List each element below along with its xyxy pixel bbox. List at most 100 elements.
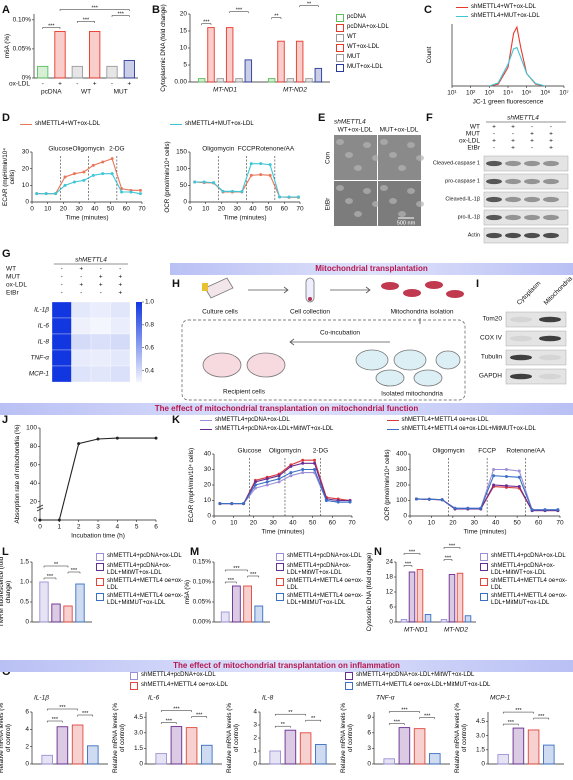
heatmap-cell <box>51 301 72 319</box>
tube <box>305 277 315 303</box>
y-tick-label: 12 <box>386 589 394 596</box>
annotation: 2-DG <box>313 448 329 455</box>
bar <box>424 614 432 623</box>
significance-bracket <box>274 725 291 728</box>
y-tick-label: 40 <box>204 451 212 458</box>
point <box>313 468 317 471</box>
significance-label: *** <box>538 714 545 720</box>
bar <box>75 583 85 623</box>
x-tick-label: 40 <box>492 520 500 527</box>
bar <box>267 78 276 83</box>
blot <box>505 349 567 366</box>
legend-entry: shMETTL4+METTL4 oe+ox-LDL+MitMUT+ox-LDL <box>345 682 560 690</box>
band <box>539 373 561 380</box>
significance-label: *** <box>424 714 431 720</box>
x-tick-label: 0 <box>38 524 42 531</box>
condition-sign: + <box>492 138 496 145</box>
legend-label: shMETTL4+METTL4 oe+ox-LDL+MitMUT+ox-LDL <box>287 593 364 606</box>
point <box>301 461 305 465</box>
row-label: ox-LDL <box>9 81 30 88</box>
legend-label: shMETTL4+pcDNA+ox-LDL <box>215 417 290 423</box>
x-tick-label: 0 <box>408 520 412 527</box>
chart-title: TNF-α <box>376 695 395 702</box>
annotation: Glucose <box>238 448 262 455</box>
bar <box>299 732 312 765</box>
y-tick-label: 0.00 <box>174 79 187 86</box>
y-tick-label: 0.10% <box>193 579 212 586</box>
point <box>82 178 86 182</box>
y-tick-label: 0.05% <box>13 46 32 53</box>
significance-bracket <box>247 575 260 578</box>
condition-sign: - <box>493 145 495 152</box>
chart-title: IL-1β <box>34 695 49 702</box>
flask-cap <box>202 283 208 291</box>
y-tick-label: 30 <box>22 149 30 156</box>
significance-bracket <box>419 717 436 720</box>
legend-entry: shMETTL4+METTL4 oe+ox-LDL <box>480 578 573 591</box>
condition-sign: + <box>549 131 553 138</box>
panel-letter: H <box>172 278 180 290</box>
legend-label: MUT+ox-LDL <box>347 64 383 70</box>
point <box>91 173 95 177</box>
y-tick-label: 20 <box>22 165 30 172</box>
condition-sign: + <box>79 266 83 273</box>
band <box>505 178 521 185</box>
legend-label: shMETTL4+METTL4 oe+ox-LDL+MitMUT+ox-LDL <box>401 425 536 432</box>
point <box>296 195 300 199</box>
legend-swatch <box>480 563 488 571</box>
column-label: Cytoplasm <box>516 280 543 307</box>
bar <box>201 744 213 765</box>
legend-label: shMETTL4+MUT+ox-LDL <box>471 12 540 19</box>
legend-entry: shMETTL4+METTL4 oe+ox-LDL+MitMUT+ox-LDL <box>480 593 573 606</box>
x-tick-label: 70 <box>296 206 304 213</box>
condition-sign: + <box>549 138 553 145</box>
legend-swatch <box>336 44 344 52</box>
bar <box>54 31 66 79</box>
band <box>524 214 540 221</box>
significance-bracket <box>160 722 177 725</box>
axis-break <box>36 504 44 512</box>
series-line <box>416 475 558 511</box>
colorbar-label: 1.0 <box>145 299 154 306</box>
legend: shMETTL4+pcDNA+ox-LDL shMETTL4+pcDNA+ox-L… <box>276 553 372 609</box>
heatmap-cell <box>71 349 92 367</box>
point <box>289 474 293 478</box>
blot <box>483 173 569 190</box>
significance-bracket <box>43 577 57 580</box>
x-tick-label: MT-ND2 <box>283 87 307 94</box>
band <box>486 232 502 239</box>
x-tick-label: 2 <box>77 524 81 531</box>
point <box>313 461 317 465</box>
point <box>230 189 234 193</box>
y-tick-label: 9 <box>367 714 371 721</box>
point <box>517 485 521 489</box>
band-label: COX IV <box>480 335 503 342</box>
x-axis-label: Time (minutes) <box>463 529 506 536</box>
significance-label: *** <box>401 708 408 714</box>
legend-swatch <box>480 578 488 587</box>
y-tick-label: 4 <box>253 709 257 716</box>
point <box>77 442 81 446</box>
significance-label: *** <box>117 11 124 17</box>
legend-swatch <box>456 7 468 8</box>
bar <box>398 727 411 765</box>
bar <box>197 78 206 83</box>
dish <box>435 350 461 370</box>
condition-label: ox-LDL <box>459 138 480 145</box>
x-tick-label: 20 <box>250 520 258 527</box>
dish <box>393 349 427 371</box>
x-tick-label: 10 <box>44 206 52 213</box>
point <box>289 471 293 475</box>
significance-bracket <box>224 581 237 584</box>
significance-label: ** <box>54 562 59 568</box>
panel-letter: M <box>190 546 199 558</box>
band-label: pro-caspase 1 <box>445 178 480 184</box>
y-tick-label: 6 <box>367 730 371 737</box>
significance-bracket <box>160 710 192 713</box>
legend-entry: shMETTL4+pcDNA+ox-LDL+MitWT+ox-LDL <box>200 426 387 433</box>
legend-label: shMETTL4+METTL4 oe+ox-LDL <box>401 417 489 423</box>
bar <box>51 603 61 623</box>
legend-entry: shMETTL4+METTL4 oe+ox-LDL <box>386 417 573 424</box>
bar <box>413 728 426 765</box>
legend-label: shMETTL4+pcDNA+ox-LDL <box>287 553 362 559</box>
